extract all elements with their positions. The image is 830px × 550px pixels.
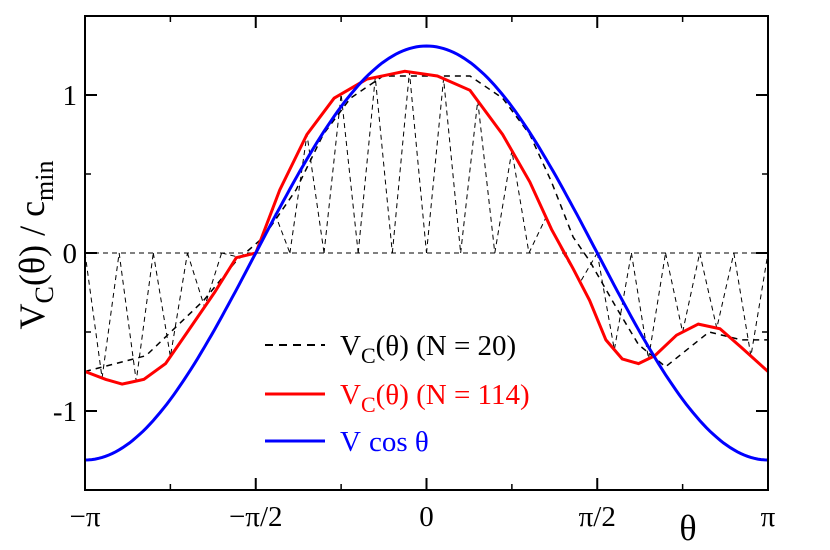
zigzag-segment: [84, 252, 120, 379]
x-axis-label: θ: [679, 508, 696, 548]
legend-label-n20: VC(θ) (N = 20): [340, 330, 516, 368]
y-tick-label: 0: [63, 238, 78, 270]
x-tick-label: −π: [70, 501, 101, 533]
y-label-sub: C: [30, 286, 59, 303]
zigzag-segment: [391, 71, 427, 254]
x-tick-label: π: [761, 501, 776, 533]
y-axis-label: VC(θ) / cmin: [12, 161, 59, 330]
x-tick-label: 0: [419, 501, 434, 533]
plot-area: [84, 44, 770, 462]
x-tick-label: π/2: [579, 501, 616, 533]
zigzag-segment: [323, 94, 359, 254]
series-line-n114: [84, 69, 770, 386]
zigzag-segment: [118, 252, 154, 382]
y-label-rest: (θ) / c: [12, 201, 52, 286]
zigzag-segment: [528, 216, 564, 254]
svg-text:VC(θ) / cmin: VC(θ) / cmin: [12, 161, 59, 330]
zigzag-segment: [733, 252, 769, 357]
zigzag-segment: [699, 252, 735, 329]
zigzag-segment: [494, 150, 530, 254]
zigzag-segment: [152, 252, 188, 357]
zigzag-segment: [426, 78, 462, 254]
zigzag-segment: [630, 252, 667, 359]
y-label-sub2: min: [30, 161, 59, 201]
series-line-n20: [84, 75, 768, 373]
zigzag-segment: [357, 77, 393, 254]
y-tick-label: -1: [53, 396, 77, 428]
y-label-main: V: [12, 304, 52, 330]
zigzag-segment: [289, 134, 325, 254]
y-tick-label: 1: [63, 80, 78, 112]
series-line-vcos: [84, 44, 769, 462]
zigzag-segment: [460, 100, 496, 254]
zigzag-segment: [596, 252, 632, 350]
x-tick-label: −π/2: [229, 501, 283, 533]
axis-ticks: [84, 15, 769, 491]
zigzag-segment: [665, 252, 701, 333]
legend-label-n114: VC(θ) (N = 114): [340, 379, 530, 417]
